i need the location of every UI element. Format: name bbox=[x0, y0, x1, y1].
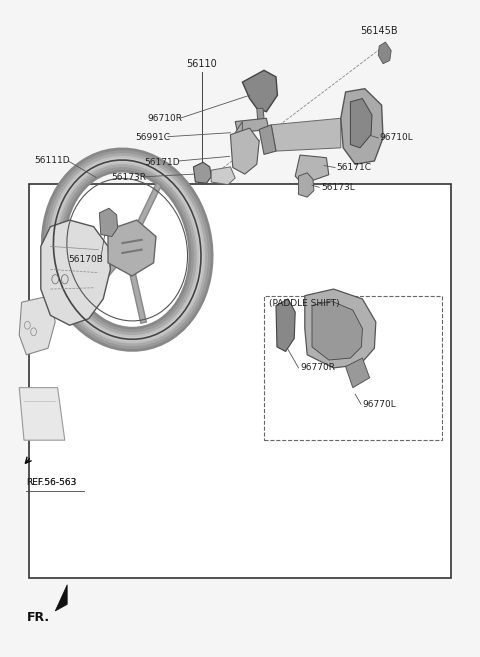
Polygon shape bbox=[350, 99, 372, 148]
Polygon shape bbox=[341, 89, 383, 164]
Text: REF.56-563: REF.56-563 bbox=[26, 478, 77, 487]
Bar bbox=[29, 184, 451, 578]
Text: 96770R: 96770R bbox=[300, 363, 335, 373]
Text: (PADDLE SHIFT): (PADDLE SHIFT) bbox=[269, 299, 339, 308]
Text: 96710L: 96710L bbox=[379, 133, 413, 143]
Text: 56111D: 56111D bbox=[34, 156, 70, 166]
Polygon shape bbox=[276, 299, 295, 351]
Polygon shape bbox=[305, 289, 376, 368]
Text: 56991C: 56991C bbox=[135, 133, 170, 143]
Text: 56145B: 56145B bbox=[360, 26, 398, 36]
Polygon shape bbox=[19, 296, 55, 355]
Polygon shape bbox=[235, 118, 269, 133]
Polygon shape bbox=[378, 42, 391, 64]
Polygon shape bbox=[211, 167, 235, 185]
Polygon shape bbox=[193, 162, 211, 183]
Text: 56173L: 56173L bbox=[322, 183, 355, 192]
Polygon shape bbox=[259, 125, 276, 154]
Polygon shape bbox=[271, 118, 341, 151]
Polygon shape bbox=[295, 155, 329, 184]
Text: REF.56-563: REF.56-563 bbox=[26, 478, 77, 487]
Text: 96710R: 96710R bbox=[147, 114, 182, 123]
Polygon shape bbox=[99, 208, 118, 237]
Polygon shape bbox=[41, 220, 110, 325]
Polygon shape bbox=[235, 122, 242, 164]
Polygon shape bbox=[312, 301, 362, 360]
Polygon shape bbox=[242, 70, 277, 112]
Polygon shape bbox=[230, 128, 259, 174]
Text: 56170B: 56170B bbox=[68, 255, 103, 264]
Text: FR.: FR. bbox=[26, 611, 49, 624]
Polygon shape bbox=[299, 173, 314, 197]
Polygon shape bbox=[19, 388, 65, 440]
Text: 56171C: 56171C bbox=[336, 163, 371, 172]
Polygon shape bbox=[108, 220, 156, 276]
Text: 56173R: 56173R bbox=[111, 173, 146, 182]
Text: 56171D: 56171D bbox=[144, 158, 180, 168]
Text: 96770L: 96770L bbox=[362, 399, 396, 409]
Polygon shape bbox=[346, 358, 370, 388]
Polygon shape bbox=[257, 108, 265, 128]
Polygon shape bbox=[55, 585, 67, 611]
Text: 56110: 56110 bbox=[186, 59, 217, 69]
Bar bbox=[264, 296, 442, 440]
